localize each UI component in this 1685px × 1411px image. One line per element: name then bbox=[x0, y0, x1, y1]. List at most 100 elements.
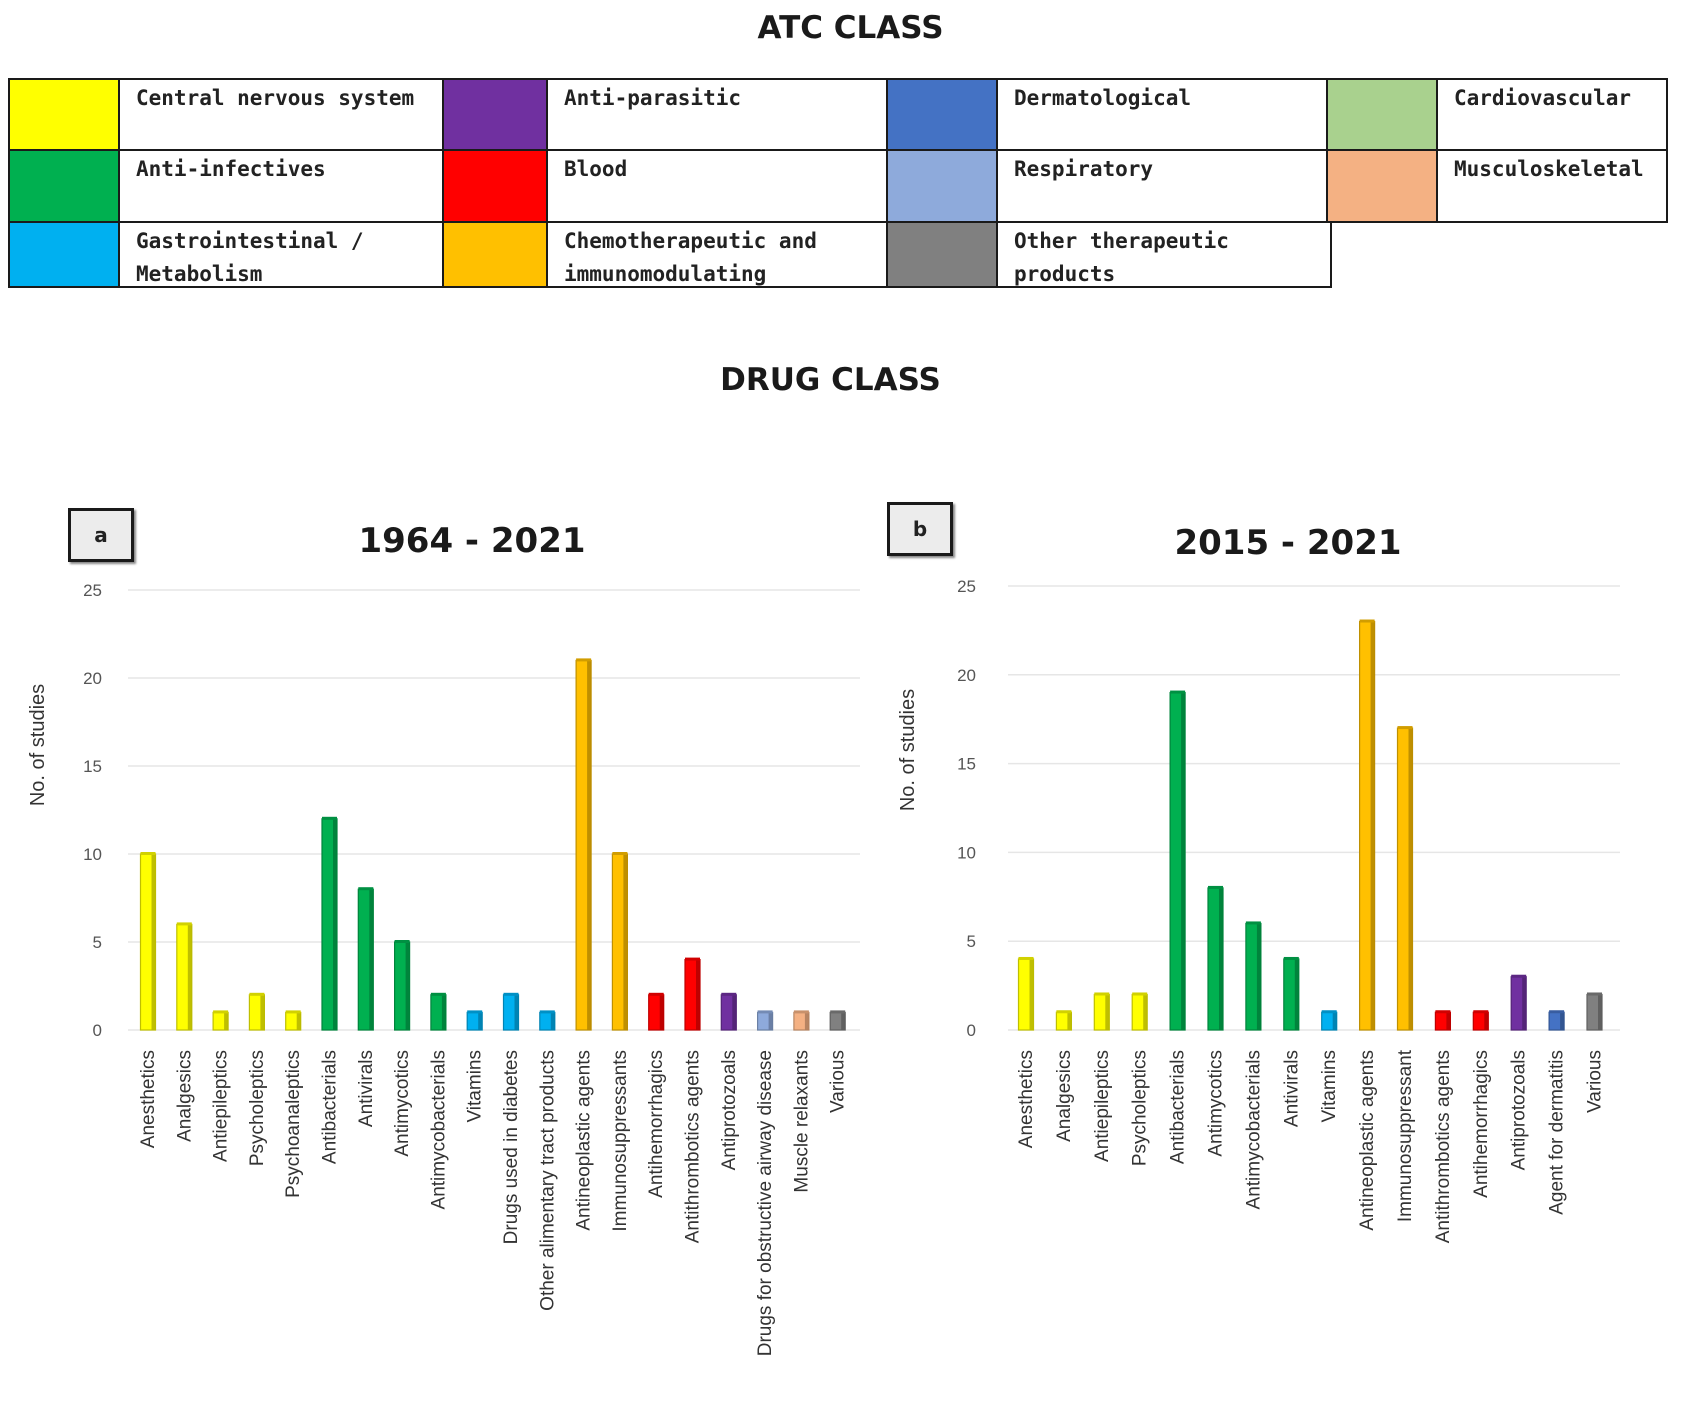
legend-item: Gastrointestinal / Metabolism bbox=[8, 221, 448, 288]
y-tick-label: 15 bbox=[957, 755, 976, 774]
bar-cap bbox=[1056, 1010, 1072, 1014]
bar-cap bbox=[467, 1010, 483, 1014]
bar-shade bbox=[1219, 887, 1223, 1030]
x-category-label: Agent for dermatitis bbox=[1547, 1050, 1568, 1215]
legend-item: Anti-infectives bbox=[8, 149, 448, 223]
legend-label: Chemotherapeutic and immunomodulating bbox=[564, 225, 817, 291]
x-category-label: Antivirals bbox=[356, 1050, 377, 1127]
legend-label-line: Central nervous system bbox=[136, 86, 415, 110]
legend-swatch bbox=[1326, 78, 1438, 151]
legend-label: Musculoskeletal bbox=[1454, 153, 1644, 186]
bar-shade bbox=[550, 1012, 555, 1030]
atc-class-heading: ATC CLASS bbox=[757, 10, 944, 46]
bar-shade bbox=[696, 959, 700, 1030]
y-tick-label: 5 bbox=[93, 933, 102, 952]
legend-label-line: Dermatological bbox=[1014, 86, 1192, 110]
x-category-label: Antimycobacterials bbox=[428, 1050, 449, 1209]
y-tick-label: 10 bbox=[83, 845, 102, 864]
legend-swatch bbox=[1326, 149, 1438, 223]
bar-cap bbox=[503, 992, 519, 996]
legend-label: Anti-parasitic bbox=[564, 82, 741, 115]
legend-item: Cardiovascular bbox=[1326, 78, 1668, 151]
x-category-label: Muscle relaxants bbox=[791, 1050, 812, 1193]
bar-cap bbox=[1245, 921, 1261, 925]
x-category-label: Anesthetics bbox=[138, 1050, 159, 1148]
legend-label: Other therapeutic products bbox=[1014, 225, 1229, 291]
x-category-label: Antihemorrhagics bbox=[1471, 1050, 1492, 1198]
bar-shade bbox=[187, 924, 192, 1030]
x-category-label: Drugs used in diabetes bbox=[501, 1050, 522, 1244]
x-category-label: Vitamins bbox=[465, 1050, 486, 1123]
bar-cap bbox=[830, 1010, 846, 1014]
legend-label-line: Blood bbox=[564, 157, 628, 181]
bar-shade bbox=[1484, 1012, 1489, 1030]
bar-shade bbox=[1560, 1012, 1565, 1030]
bar-shade bbox=[1332, 1012, 1337, 1030]
bar-shade bbox=[1105, 994, 1110, 1030]
bar-cap bbox=[1018, 956, 1034, 960]
bar-shade bbox=[1181, 692, 1186, 1030]
bar-cap bbox=[1587, 992, 1602, 996]
bar-cap bbox=[249, 992, 265, 996]
y-tick-label: 10 bbox=[957, 843, 976, 862]
bar-shade bbox=[1029, 958, 1034, 1030]
legend-item: Blood bbox=[442, 149, 892, 223]
x-category-label: Antiepileptics bbox=[211, 1050, 232, 1162]
y-tick-label: 25 bbox=[957, 577, 976, 596]
bar-cap bbox=[1359, 619, 1375, 623]
bar-shade bbox=[587, 660, 592, 1030]
x-category-label: Psycholeptics bbox=[247, 1050, 268, 1166]
bar-cap bbox=[1208, 885, 1223, 889]
bar-chart-b: 2015 - 2021 No. of studies 0 5 10 15 20 25 Anest… bbox=[897, 523, 1620, 1243]
legend-label: Blood bbox=[564, 153, 627, 186]
bar-cap bbox=[1511, 974, 1527, 978]
bar-cap bbox=[1170, 690, 1186, 694]
x-category-label: Psychoanaleptics bbox=[283, 1050, 304, 1198]
x-category-label: Antimycotics bbox=[392, 1050, 413, 1157]
legend-label-line: Anti-infectives bbox=[136, 157, 326, 181]
bar-shade bbox=[1256, 923, 1261, 1030]
bar-shade bbox=[1522, 976, 1527, 1030]
x-category-label: Antithrombotics agents bbox=[683, 1050, 704, 1243]
y-tick-label: 5 bbox=[967, 932, 976, 951]
legend-label-line: immunomodulating bbox=[564, 262, 767, 286]
legend-swatch bbox=[886, 78, 998, 151]
bar-shade bbox=[659, 994, 664, 1030]
bar-cap bbox=[1321, 1010, 1337, 1014]
panel-b-label: b bbox=[887, 502, 953, 556]
x-category-label: Antithrombotics agents bbox=[1433, 1050, 1454, 1243]
bar-shade bbox=[514, 994, 519, 1030]
bar-cap bbox=[721, 992, 737, 996]
bar-shade bbox=[1143, 994, 1148, 1030]
x-category-label: Various bbox=[1585, 1050, 1606, 1113]
legend-label-line: Gastrointestinal / bbox=[136, 229, 364, 253]
legend-label: Central nervous system bbox=[136, 82, 414, 115]
bar-shade bbox=[260, 994, 265, 1030]
bar-shade bbox=[151, 854, 156, 1030]
bar-shade bbox=[478, 1012, 483, 1030]
bar-shade bbox=[623, 854, 628, 1030]
y-axis-label: No. of studies bbox=[897, 689, 919, 811]
legend-label-line: Respiratory bbox=[1014, 157, 1154, 181]
bar-chart-a: 1964 - 2021 No. of studies 0 5 10 15 20 25 Anest… bbox=[27, 521, 860, 1356]
legend-label: Anti-infectives bbox=[136, 153, 326, 186]
bar-shade bbox=[841, 1012, 846, 1030]
x-category-label: Immunosuppressant bbox=[1395, 1049, 1416, 1222]
legend-label-line: Metabolism bbox=[136, 262, 263, 286]
bar-shade bbox=[441, 994, 446, 1030]
x-category-label: Antimycotics bbox=[1206, 1050, 1227, 1157]
legend-item: Other therapeutic products bbox=[886, 221, 1332, 288]
legend-label-line: Musculoskeletal bbox=[1454, 157, 1644, 181]
legend-swatch bbox=[886, 221, 998, 288]
chart-title: 1964 - 2021 bbox=[358, 521, 585, 561]
x-category-label: Analgesics bbox=[1054, 1050, 1075, 1142]
x-category-label: Analgesics bbox=[174, 1050, 195, 1142]
bar-cap bbox=[648, 992, 664, 996]
x-category-label: Antibacterials bbox=[1168, 1050, 1189, 1164]
bar-cap bbox=[394, 940, 410, 943]
panel-a-label: a bbox=[68, 508, 134, 562]
y-tick-label: 0 bbox=[967, 1021, 976, 1040]
bar-shade bbox=[804, 1012, 809, 1030]
bar-shade bbox=[296, 1012, 301, 1030]
